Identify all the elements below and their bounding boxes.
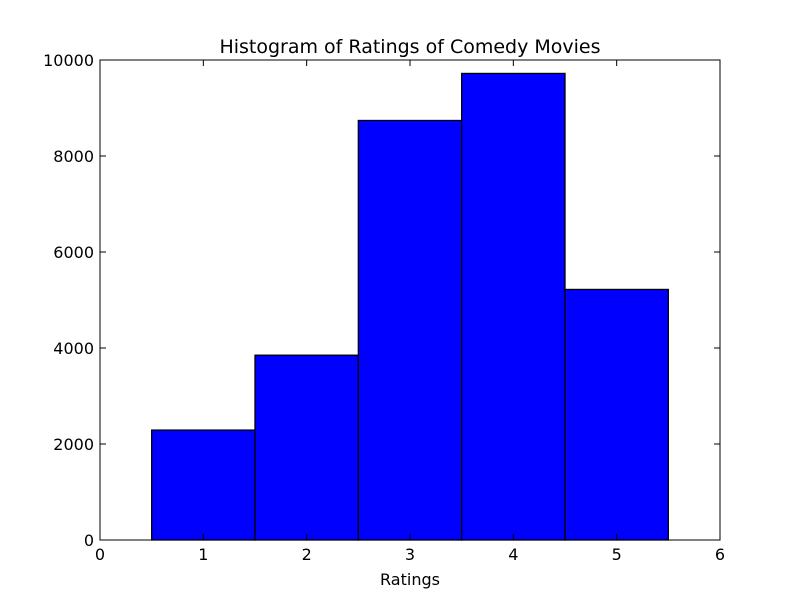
histogram-bar-1 xyxy=(151,429,256,541)
x-tick-label-6: 6 xyxy=(715,545,725,564)
histogram-bar-4 xyxy=(461,72,566,541)
x-tick-label-3: 3 xyxy=(405,545,415,564)
chart-title: Histogram of Ratings of Comedy Movies xyxy=(219,36,600,58)
y-tick-label-0: 0 xyxy=(84,531,94,550)
histogram-bar-2 xyxy=(254,354,359,541)
y-tick-label-6000: 6000 xyxy=(53,243,94,262)
y-tick-label-8000: 8000 xyxy=(53,147,94,166)
x-tick-label-4: 4 xyxy=(508,545,518,564)
y-tick-label-10000: 10000 xyxy=(43,51,94,70)
x-tick-label-1: 1 xyxy=(198,545,208,564)
x-tick-label-0: 0 xyxy=(95,545,105,564)
histogram-bar-5 xyxy=(564,288,669,541)
x-tick-label-2: 2 xyxy=(302,545,312,564)
y-tick-label-4000: 4000 xyxy=(53,339,94,358)
y-tick-label-2000: 2000 xyxy=(53,435,94,454)
bars-group xyxy=(151,72,669,541)
x-axis-ticks: 0 1 2 3 4 5 6 xyxy=(95,60,725,564)
x-tick-label-5: 5 xyxy=(612,545,622,564)
histogram-bar-3 xyxy=(357,119,463,541)
y-axis-ticks: 0 2000 4000 6000 8000 10000 xyxy=(43,51,720,550)
x-axis-label: Ratings xyxy=(380,570,440,589)
